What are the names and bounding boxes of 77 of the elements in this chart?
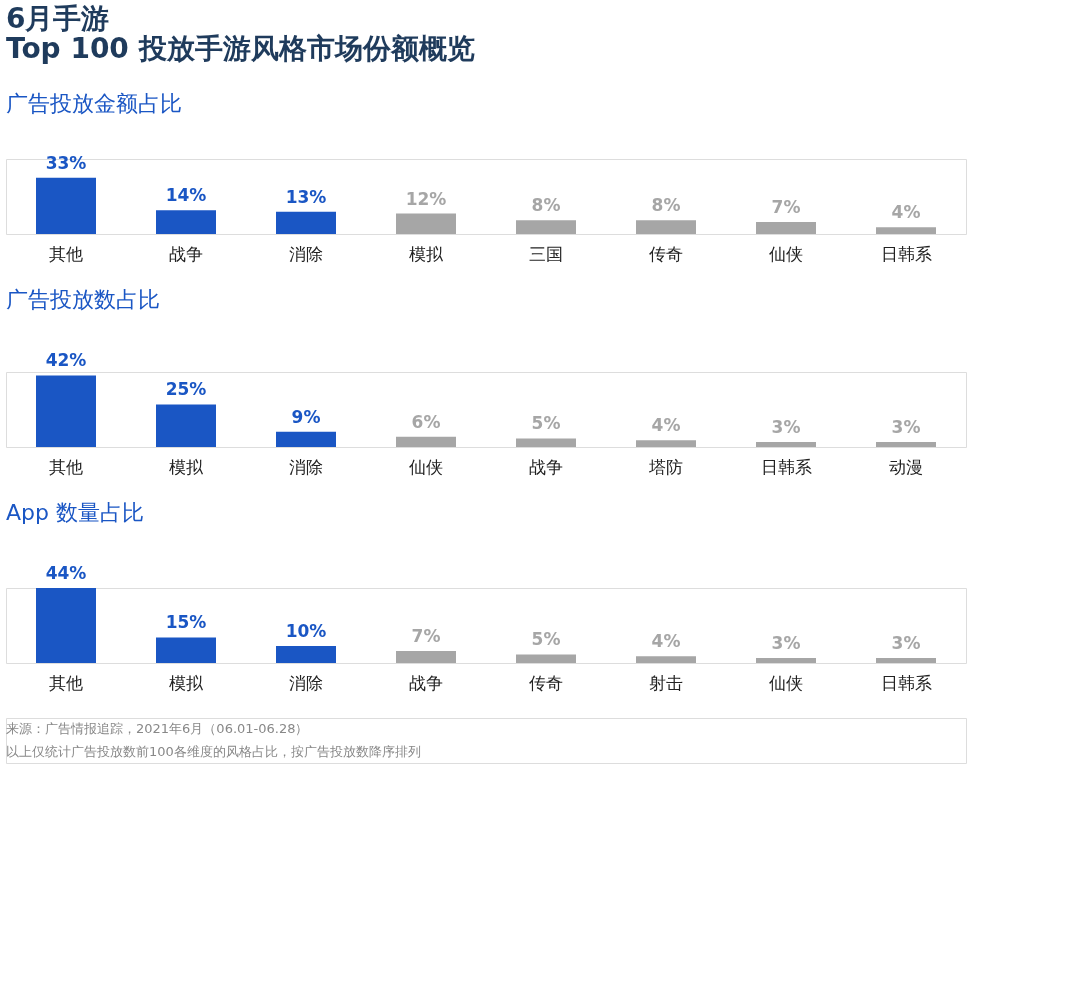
chart-subtitle: App 数量占比 bbox=[6, 500, 144, 525]
bar bbox=[516, 220, 576, 234]
data-label: 7% bbox=[411, 626, 441, 647]
source-note: 来源：广告情报追踪，2021年6月（06.01-06.28） bbox=[6, 721, 309, 737]
bar bbox=[276, 211, 336, 234]
bar bbox=[756, 222, 816, 234]
x-tick-label: 其他 bbox=[49, 672, 83, 693]
data-label: 3% bbox=[891, 416, 921, 437]
bar bbox=[156, 210, 216, 234]
data-label: 6% bbox=[411, 411, 441, 432]
data-label: 3% bbox=[891, 632, 921, 653]
x-tick-label: 消除 bbox=[289, 672, 323, 693]
x-tick-label: 传奇 bbox=[649, 243, 683, 264]
data-label: 42% bbox=[45, 350, 87, 371]
x-tick-label: 消除 bbox=[289, 456, 323, 477]
x-tick-label: 动漫 bbox=[889, 456, 923, 477]
data-label: 3% bbox=[771, 416, 801, 437]
x-tick-label: 模拟 bbox=[169, 672, 204, 693]
bar bbox=[756, 657, 816, 663]
data-label: 13% bbox=[285, 186, 327, 207]
data-label: 5% bbox=[531, 413, 561, 434]
bar bbox=[156, 637, 216, 663]
x-tick-label: 塔防 bbox=[648, 456, 683, 477]
data-label: 7% bbox=[771, 197, 801, 218]
x-tick-label: 日韩系 bbox=[760, 456, 812, 477]
bar bbox=[876, 227, 936, 234]
bar bbox=[36, 177, 96, 234]
x-tick-label: 日韩系 bbox=[880, 672, 932, 693]
bar bbox=[636, 220, 696, 234]
data-label: 4% bbox=[651, 631, 681, 652]
data-label: 33% bbox=[45, 152, 87, 173]
bar bbox=[636, 440, 696, 447]
x-tick-label: 传奇 bbox=[529, 672, 563, 693]
x-tick-label: 战争 bbox=[169, 243, 203, 264]
x-tick-label: 战争 bbox=[409, 672, 443, 693]
bar bbox=[276, 645, 336, 663]
x-tick-label: 日韩系 bbox=[880, 243, 932, 264]
x-tick-label: 其他 bbox=[49, 243, 83, 264]
data-label: 4% bbox=[651, 415, 681, 436]
chart-subtitle: 广告投放金额占比 bbox=[6, 90, 182, 116]
bar bbox=[876, 657, 936, 663]
x-tick-label: 三国 bbox=[529, 243, 563, 264]
bar bbox=[876, 441, 936, 447]
bar bbox=[396, 213, 456, 234]
bar bbox=[396, 651, 456, 663]
bar bbox=[516, 654, 576, 663]
x-tick-label: 消除 bbox=[289, 243, 323, 264]
bar bbox=[276, 431, 336, 447]
data-label: 25% bbox=[165, 379, 207, 400]
bar bbox=[396, 436, 456, 447]
data-label: 9% bbox=[291, 406, 321, 427]
data-label: 10% bbox=[285, 620, 327, 641]
bar bbox=[756, 441, 816, 447]
data-label: 12% bbox=[405, 188, 447, 209]
bar bbox=[636, 656, 696, 663]
data-label: 15% bbox=[165, 612, 207, 633]
x-tick-label: 模拟 bbox=[169, 456, 204, 477]
bar bbox=[36, 375, 96, 447]
data-label: 8% bbox=[651, 195, 681, 216]
data-label: 14% bbox=[165, 185, 207, 206]
text: 以上仅统计广告投放数前100各维度的风格占比，按广告投放数降序排列 bbox=[6, 743, 421, 759]
data-label: 44% bbox=[45, 563, 87, 583]
x-tick-label: 射击 bbox=[649, 672, 683, 693]
x-tick-label: 仙侠 bbox=[409, 456, 443, 477]
x-tick-label: 其他 bbox=[49, 456, 83, 477]
x-tick-label: 模拟 bbox=[409, 243, 444, 264]
x-tick-label: 仙侠 bbox=[769, 672, 803, 693]
data-label: 5% bbox=[531, 629, 561, 650]
x-tick-label: 战争 bbox=[529, 456, 563, 477]
x-tick-label: 仙侠 bbox=[769, 243, 803, 264]
data-label: 4% bbox=[891, 202, 921, 223]
bar bbox=[516, 438, 576, 447]
bar bbox=[156, 404, 216, 447]
chart-subtitle: 广告投放数占比 bbox=[6, 287, 160, 313]
bar bbox=[36, 588, 96, 663]
data-label: 3% bbox=[771, 632, 801, 653]
data-label: 8% bbox=[531, 195, 561, 216]
